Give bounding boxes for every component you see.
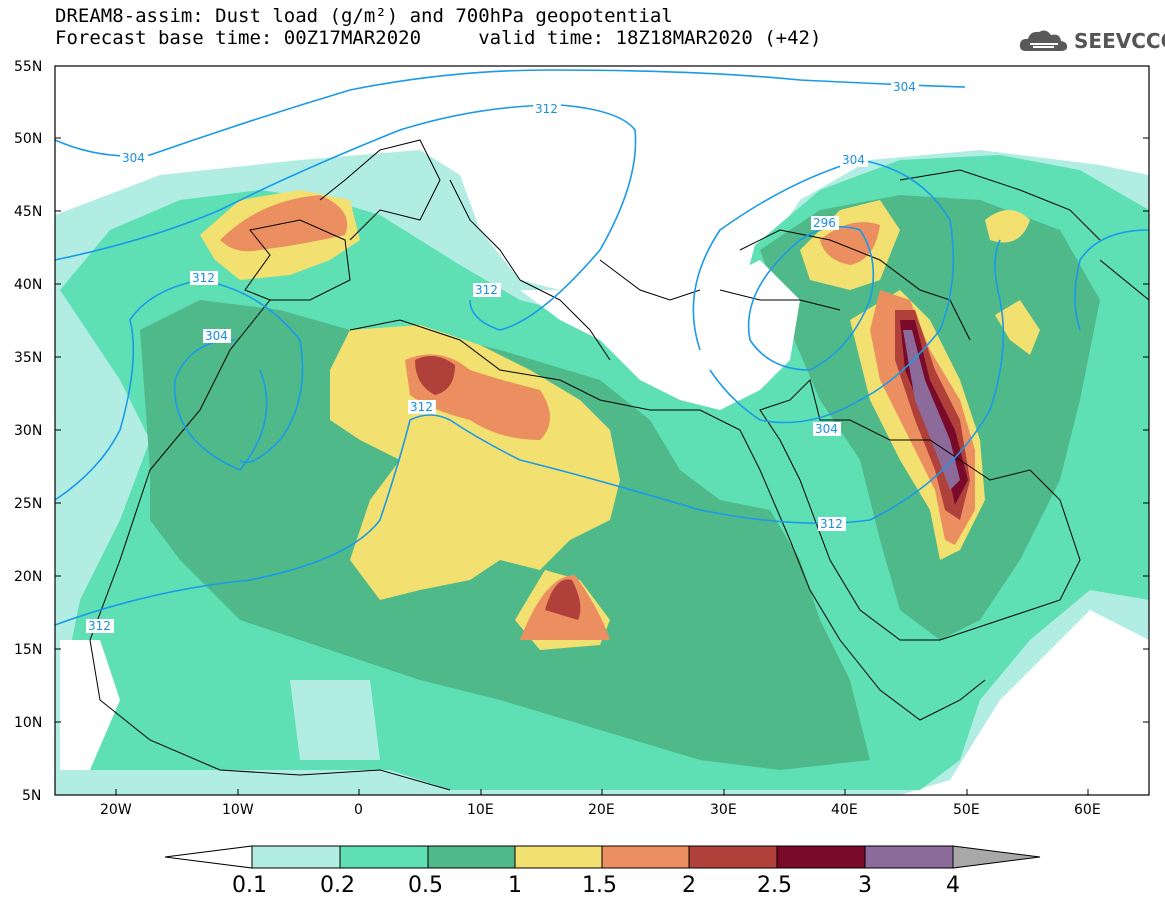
- contour-label: 312: [818, 517, 846, 531]
- svg-text:304: 304: [893, 80, 916, 94]
- lat-label: 55N: [14, 59, 42, 75]
- longitude-axis: [115, 789, 1089, 795]
- lon-label: 40E: [831, 802, 858, 818]
- cloud-logo-icon: [1019, 30, 1068, 51]
- lon-label: 10E: [467, 802, 494, 818]
- colorbar-swatch: [514, 845, 603, 869]
- coastlines: [89, 139, 1149, 791]
- contour-label: 304: [120, 151, 148, 165]
- colorbar-swatch: [688, 845, 778, 869]
- svg-text:304: 304: [842, 153, 865, 167]
- clear-area-west-africa: [60, 640, 120, 770]
- contour-label: 312: [473, 283, 501, 297]
- colorbar-tick: 0.2: [320, 873, 355, 898]
- dust-layer-1-kazakh: [985, 210, 1030, 243]
- lat-label: 45N: [14, 204, 42, 220]
- colorbar-high-triangle: [952, 845, 1041, 869]
- lon-label: 20E: [588, 802, 615, 818]
- svg-text:296: 296: [813, 216, 836, 230]
- svg-text:304: 304: [122, 151, 145, 165]
- colorbar-tick: 0.5: [408, 873, 443, 898]
- colorbar-swatch: [339, 845, 429, 869]
- colorbar-tick: 3: [858, 873, 872, 898]
- logo-text: SEEVCCC: [1074, 29, 1165, 53]
- colorbar-tick: 0.1: [232, 873, 267, 898]
- contour-label: 296: [811, 216, 839, 230]
- svg-text:312: 312: [820, 517, 843, 531]
- colorbar-swatch: [427, 845, 516, 869]
- contour-label: 304: [203, 329, 231, 343]
- lon-label: 50E: [953, 802, 980, 818]
- contour-label: 312: [190, 271, 218, 285]
- contour-label: 312: [86, 619, 114, 633]
- colorbar-tick: 1: [508, 873, 522, 898]
- lat-label: 40N: [14, 277, 42, 293]
- svg-text:312: 312: [88, 619, 111, 633]
- map-subtitle: Forecast base time: 00Z17MAR2020 valid t…: [55, 27, 822, 49]
- svg-text:312: 312: [475, 283, 498, 297]
- svg-text:312: 312: [535, 102, 558, 116]
- longitude-labels: 20W 10W 0 10E 20E 30E 40E 50E 60E: [100, 802, 1101, 818]
- contour-label: 312: [408, 400, 436, 414]
- dust-layer-1-iran: [995, 300, 1040, 355]
- colorbar-tick: 4: [946, 873, 960, 898]
- dust-layer-2-chad: [545, 579, 581, 620]
- lon-label: 30E: [710, 802, 737, 818]
- colorbar-tick: 2: [682, 873, 696, 898]
- seevccc-logo: SEEVCCC: [1018, 26, 1165, 56]
- svg-text:312: 312: [192, 271, 215, 285]
- svg-text:304: 304: [815, 422, 838, 436]
- colorbar: 0.1 0.2 0.5 1 1.5 2 2.5 3 4: [164, 845, 1041, 898]
- lat-label: 30N: [14, 423, 42, 439]
- dust-layer-2-libya: [415, 356, 455, 395]
- lat-label: 25N: [14, 496, 42, 512]
- latitude-axis: [55, 65, 1149, 796]
- colorbar-low-triangle: [164, 845, 253, 869]
- colorbar-swatch: [776, 845, 866, 869]
- lon-label: 20W: [100, 802, 132, 818]
- latitude-labels: 55N 50N 45N 40N 35N 30N 25N 20N 15N 10N …: [14, 59, 42, 804]
- colorbar-swatch: [601, 845, 690, 869]
- colorbar-tick: 1.5: [582, 873, 617, 898]
- lon-label: 60E: [1074, 802, 1101, 818]
- lat-label: 10N: [14, 715, 42, 731]
- sea-mediterranean: [520, 260, 800, 410]
- contour-labels: 304 312 304 312 312 304 312 312 304 296 …: [86, 80, 919, 633]
- lat-label: 50N: [14, 131, 42, 147]
- lat-label: 5N: [22, 788, 41, 804]
- svg-text:312: 312: [410, 400, 433, 414]
- lat-label: 15N: [14, 642, 42, 658]
- map-title: DREAM8-assim: Dust load (g/m²) and 700hP…: [55, 5, 673, 27]
- contour-label: 304: [840, 153, 868, 167]
- lat-label: 20N: [14, 569, 42, 585]
- dust-layer-1: [330, 325, 620, 600]
- clear-area-gulf-of-guinea: [290, 680, 380, 760]
- lat-label: 35N: [14, 350, 42, 366]
- contour-label: 304: [813, 422, 841, 436]
- colorbar-tick: 2.5: [757, 873, 792, 898]
- contour-label: 304: [891, 80, 919, 94]
- svg-text:304: 304: [205, 329, 228, 343]
- colorbar-swatch: [864, 845, 954, 869]
- colorbar-swatch: [251, 845, 341, 869]
- lon-label: 10W: [222, 802, 254, 818]
- contour-label: 312: [533, 102, 561, 116]
- lon-label: 0: [354, 802, 363, 818]
